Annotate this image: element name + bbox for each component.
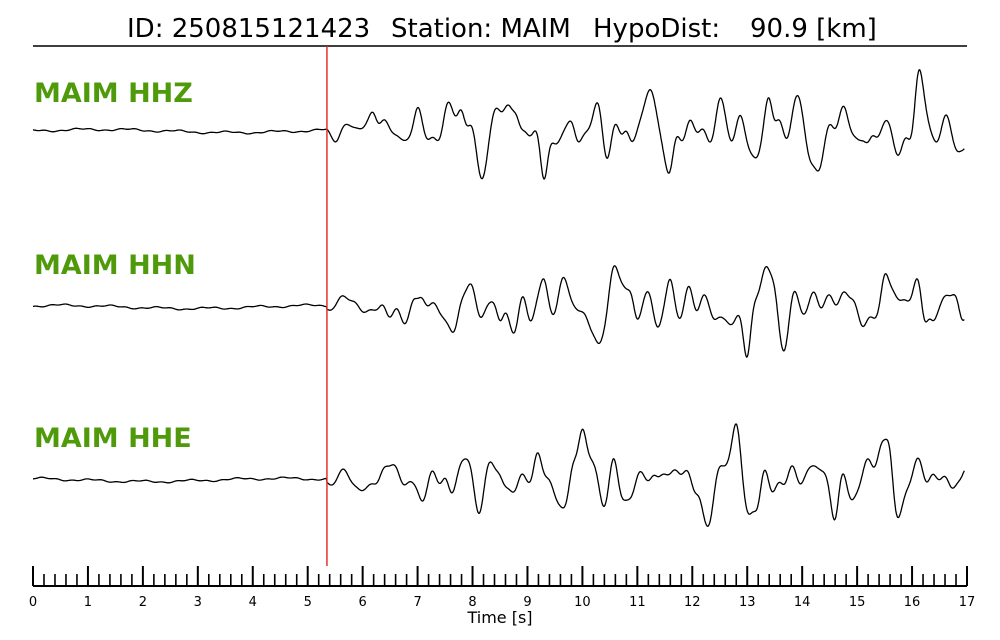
title-hypodist-value: 90.9 [km] bbox=[750, 14, 877, 44]
x-tick-label: 6 bbox=[359, 595, 367, 610]
x-tick-label: 10 bbox=[574, 595, 591, 610]
title-id: ID: 250815121423 bbox=[127, 14, 370, 44]
title-station: Station: MAIM bbox=[391, 14, 571, 44]
x-tick-label: 4 bbox=[249, 595, 257, 610]
trace-label-1: MAIM HHZ bbox=[34, 78, 193, 109]
x-tick-label: 8 bbox=[468, 595, 476, 610]
x-tick-label: 11 bbox=[629, 595, 646, 610]
x-tick-label: 7 bbox=[413, 595, 421, 610]
x-tick-label: 3 bbox=[194, 595, 202, 610]
traces-group: MAIM HHZ MAIM HHN MAIM HHE bbox=[32, 69, 965, 527]
trace-waveform-3 bbox=[33, 423, 965, 527]
x-tick-label: 14 bbox=[794, 595, 811, 610]
x-tick-label: 5 bbox=[304, 595, 312, 610]
x-tick-label: 15 bbox=[849, 595, 866, 610]
title-hypodist: HypoDist: bbox=[593, 14, 720, 44]
trace-waveform-1 bbox=[32, 69, 965, 180]
time-axis: 0 1 2 3 4 5 6 7 8 9 10 11 12 13 14 15 16 17 bbox=[29, 566, 975, 610]
x-tick-label: 17 bbox=[959, 595, 976, 610]
trace-label-2: MAIM HHN bbox=[34, 250, 196, 281]
x-axis-label: Time [s] bbox=[466, 608, 532, 627]
trace-label-3: MAIM HHE bbox=[34, 423, 192, 454]
x-tick-label: 12 bbox=[684, 595, 701, 610]
trace-waveform-2 bbox=[32, 265, 965, 358]
x-tick-label: 13 bbox=[739, 595, 756, 610]
x-tick-label: 9 bbox=[523, 595, 531, 610]
x-tick-label: 2 bbox=[139, 595, 147, 610]
x-tick-label: 0 bbox=[29, 595, 37, 610]
x-tick-label: 1 bbox=[84, 595, 92, 610]
x-tick-label: 16 bbox=[904, 595, 921, 610]
